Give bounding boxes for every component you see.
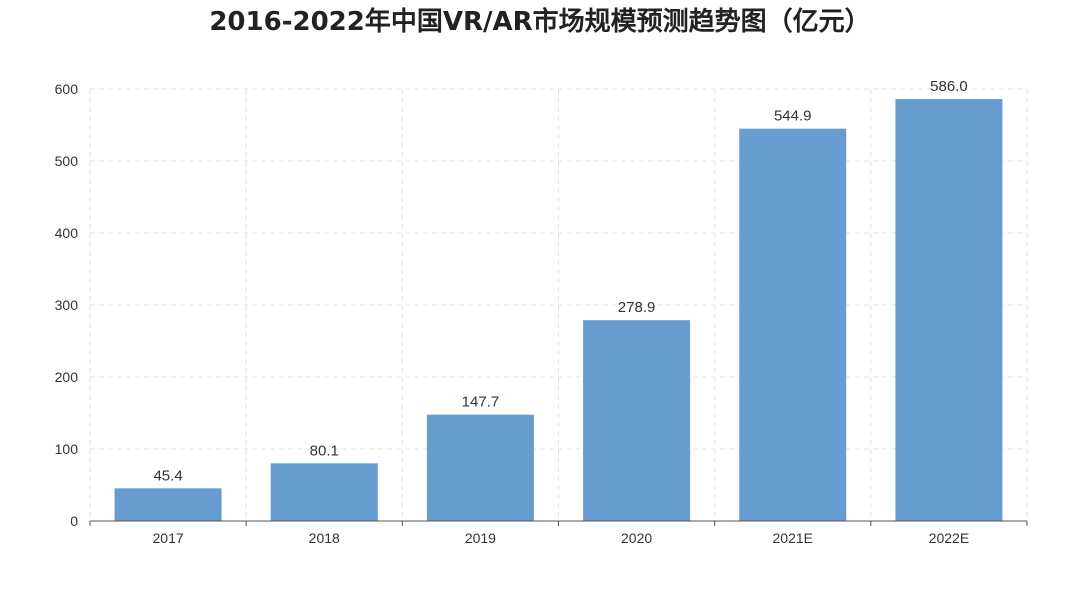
y-tick-label: 400 <box>55 225 79 241</box>
bar-value-label: 45.4 <box>153 467 182 484</box>
grid-layer <box>89 88 1028 521</box>
bar <box>583 320 691 521</box>
bar-value-label: 80.1 <box>310 442 339 459</box>
bar <box>895 99 1003 521</box>
x-tick-label: 2017 <box>153 530 184 546</box>
x-tick-label: 2018 <box>309 530 340 546</box>
bar <box>426 414 534 521</box>
y-tick-label: 200 <box>55 369 79 385</box>
y-tick-label: 600 <box>55 81 79 97</box>
label-layer: 0 100 200 300 400 500 600 45.4 2017 80.1 2018 147.7… <box>55 78 970 546</box>
y-tick-label: 300 <box>55 297 79 313</box>
bar-value-label: 586.0 <box>930 78 968 95</box>
x-tick-label: 2022E <box>929 530 969 546</box>
y-tick-label: 100 <box>55 441 79 457</box>
bar <box>739 128 847 521</box>
bar <box>114 488 222 521</box>
y-tick-label: 0 <box>70 513 78 529</box>
x-tick-label: 2019 <box>465 530 496 546</box>
bar-layer <box>114 99 1003 521</box>
bar <box>270 463 378 521</box>
bar-value-label: 147.7 <box>462 394 500 411</box>
axis-layer <box>89 520 1028 526</box>
bar-value-label: 544.9 <box>774 108 812 125</box>
y-tick-label: 500 <box>55 153 79 169</box>
x-tick-label: 2020 <box>621 530 652 546</box>
x-tick-label: 2021E <box>773 530 813 546</box>
bar-value-label: 278.9 <box>618 299 656 316</box>
chart-title: 2016-2022年中国VR/AR市场规模预测趋势图（亿元） <box>209 7 871 37</box>
